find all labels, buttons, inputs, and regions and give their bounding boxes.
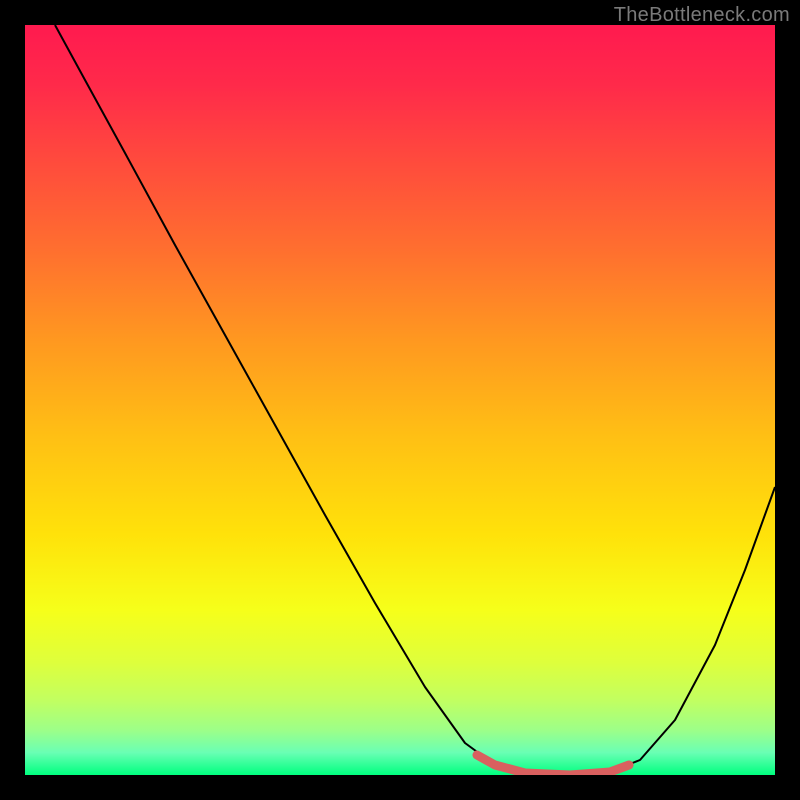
valley-marker bbox=[477, 755, 629, 775]
curve-svg bbox=[25, 25, 775, 775]
plot-area bbox=[25, 25, 775, 775]
bottleneck-curve bbox=[55, 25, 775, 775]
stage: TheBottleneck.com bbox=[0, 0, 800, 800]
watermark-text: TheBottleneck.com bbox=[614, 4, 790, 27]
